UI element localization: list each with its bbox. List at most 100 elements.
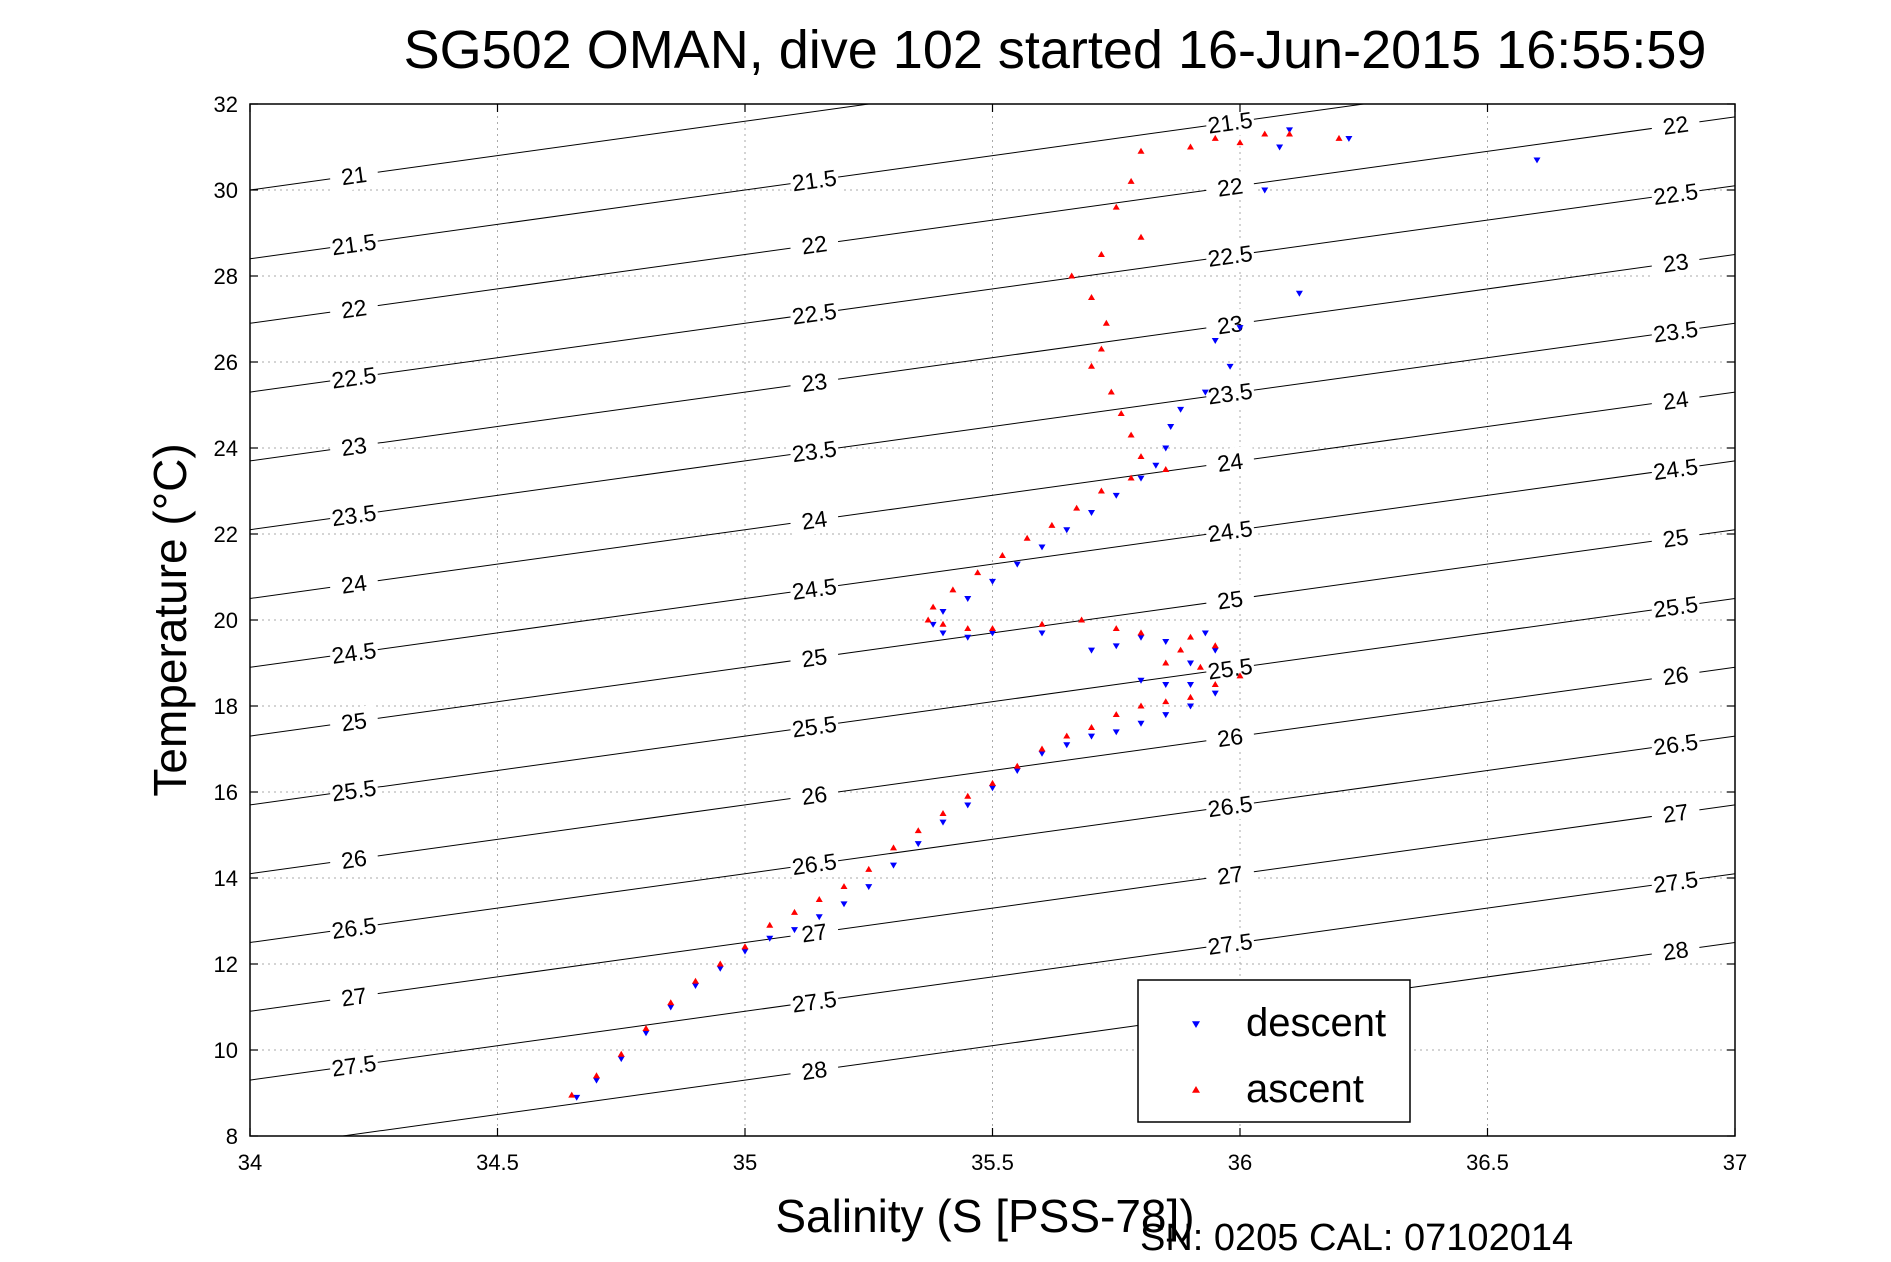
x-tick-label-34.5: 34.5 [476, 1150, 519, 1175]
ascent-point-19 [1038, 745, 1046, 752]
contour-label-22-0: 22 [328, 291, 380, 327]
y-tick-label-8: 8 [226, 1124, 238, 1149]
ascent-point-62 [1112, 203, 1120, 210]
contour-line-26 [250, 666, 1735, 875]
contour-label-24-2: 24 [1204, 445, 1256, 480]
svg-text:22.5: 22.5 [1652, 178, 1700, 210]
contour-label-24.5-0: 24.5 [328, 635, 380, 671]
contour-label-26-1: 26 [788, 778, 840, 813]
series-ascent [568, 130, 1343, 1098]
contour-label-25.5-2: 25.5 [1204, 651, 1256, 686]
descent-point-49 [1112, 492, 1120, 499]
ascent-point-20 [1063, 732, 1071, 739]
y-axis-label: Temperature (°C) [144, 443, 196, 796]
contour-label-26.5-1: 26.5 [788, 846, 840, 882]
svg-text:25: 25 [1216, 585, 1245, 614]
ascent-point-57 [1102, 319, 1110, 326]
y-tick-label-12: 12 [214, 952, 238, 977]
ascent-point-49 [1127, 474, 1135, 481]
ascent-point-6 [716, 960, 724, 967]
ascent-point-5 [692, 977, 699, 984]
descent-point-1 [593, 1077, 600, 1084]
svg-text:25.5: 25.5 [1206, 653, 1254, 685]
ascent-point-13 [890, 844, 897, 851]
contour-label-25.5-3: 25.5 [1649, 589, 1702, 624]
contour-label-24.5-2: 24.5 [1204, 513, 1256, 549]
series-descent [573, 127, 1541, 1101]
svg-text:26: 26 [1216, 723, 1245, 752]
descent-point-57 [1226, 363, 1234, 370]
svg-text:24.5: 24.5 [1652, 453, 1700, 485]
ascent-point-37 [989, 625, 996, 632]
svg-text:24.5: 24.5 [330, 637, 378, 669]
ascent-point-63 [1127, 177, 1135, 184]
descent-point-54 [1177, 406, 1185, 413]
svg-text:25: 25 [1661, 523, 1690, 552]
ascent-point-52 [1127, 431, 1135, 438]
ascent-point-18 [1013, 762, 1021, 769]
ascent-point-30 [1177, 646, 1185, 653]
ascent-point-51 [1137, 453, 1145, 460]
ascent-point-8 [766, 921, 774, 928]
ascent-point-21 [1088, 724, 1095, 730]
contour-label-26-3: 26 [1649, 658, 1702, 693]
ascent-point-40 [924, 616, 932, 623]
plot-area: 21 21.5 21.5 21.5 22 22 22 22 22.5 22.5 22.5 22.5 23… [214, 92, 1748, 1175]
contour-label-23.5-3: 23.5 [1649, 314, 1702, 349]
ascent-point-55 [1088, 362, 1095, 369]
contour-line-24 [250, 391, 1735, 599]
descent-point-33 [1162, 639, 1170, 645]
contour-label-22.5-2: 22.5 [1204, 238, 1256, 274]
contour-label-26-2: 26 [1204, 720, 1256, 755]
ascent-point-42 [949, 586, 957, 593]
svg-text:25.5: 25.5 [1652, 591, 1700, 623]
ascent-point-68 [1261, 130, 1269, 137]
descent-point-13 [890, 862, 897, 869]
contour-label-26.5-3: 26.5 [1649, 727, 1702, 762]
x-tick-label-35.5: 35.5 [971, 1150, 1014, 1175]
x-tick-label-37: 37 [1723, 1150, 1747, 1175]
ascent-point-25 [1187, 693, 1194, 700]
x-tick-label-35: 35 [733, 1150, 757, 1175]
ascent-point-29 [1162, 659, 1170, 666]
descent-point-55 [1201, 389, 1209, 396]
descent-point-19 [1038, 750, 1046, 757]
descent-point-27 [1187, 682, 1194, 688]
descent-point-44 [989, 578, 996, 585]
contour-label-23-2: 23 [1204, 307, 1256, 342]
ascent-point-2 [617, 1050, 625, 1057]
descent-point-10 [815, 914, 823, 921]
contour-label-25-0: 25 [328, 704, 380, 739]
contour-label-21.5-1: 21.5 [788, 163, 840, 198]
contour-line-23.5 [250, 322, 1735, 531]
y-tick-label-22: 22 [214, 522, 238, 547]
svg-text:27.5: 27.5 [790, 986, 838, 1018]
ascent-point-31 [1211, 642, 1219, 649]
contour-label-26.5-2: 26.5 [1204, 789, 1256, 824]
descent-point-51 [1152, 462, 1160, 469]
contour-line-22 [250, 116, 1735, 324]
ascent-point-28 [1196, 663, 1204, 670]
svg-text:24.5: 24.5 [1206, 515, 1254, 547]
svg-text:26: 26 [1661, 661, 1690, 690]
y-tick-label-32: 32 [214, 92, 238, 117]
contour-label-21.5-0: 21.5 [328, 227, 380, 262]
ascent-point-4 [667, 999, 675, 1006]
ascent-point-32 [1187, 633, 1194, 640]
contour-label-24.5-3: 24.5 [1649, 451, 1702, 487]
ascent-point-16 [964, 792, 972, 799]
y-axis-ticks: 8 10 12 14 16 18 20 22 24 26 28 30 32 [214, 92, 1735, 1149]
svg-text:22: 22 [1216, 172, 1245, 201]
contour-label-25-3: 25 [1649, 520, 1702, 556]
contour-label-23-1: 23 [788, 365, 840, 400]
contour-label-24-0: 24 [328, 566, 380, 602]
ascent-point-64 [1137, 147, 1145, 154]
svg-text:21: 21 [339, 161, 368, 190]
descent-point-59 [1261, 187, 1269, 194]
legend-label-ascent: ascent [1246, 1067, 1364, 1111]
footer-serial-cal: SN: 0205 CAL: 07102014 [1140, 1217, 1573, 1259]
descent-point-56 [1211, 338, 1219, 344]
contour-label-22-1: 22 [788, 227, 840, 263]
svg-text:25: 25 [800, 643, 829, 672]
descent-point-36 [1088, 647, 1095, 654]
